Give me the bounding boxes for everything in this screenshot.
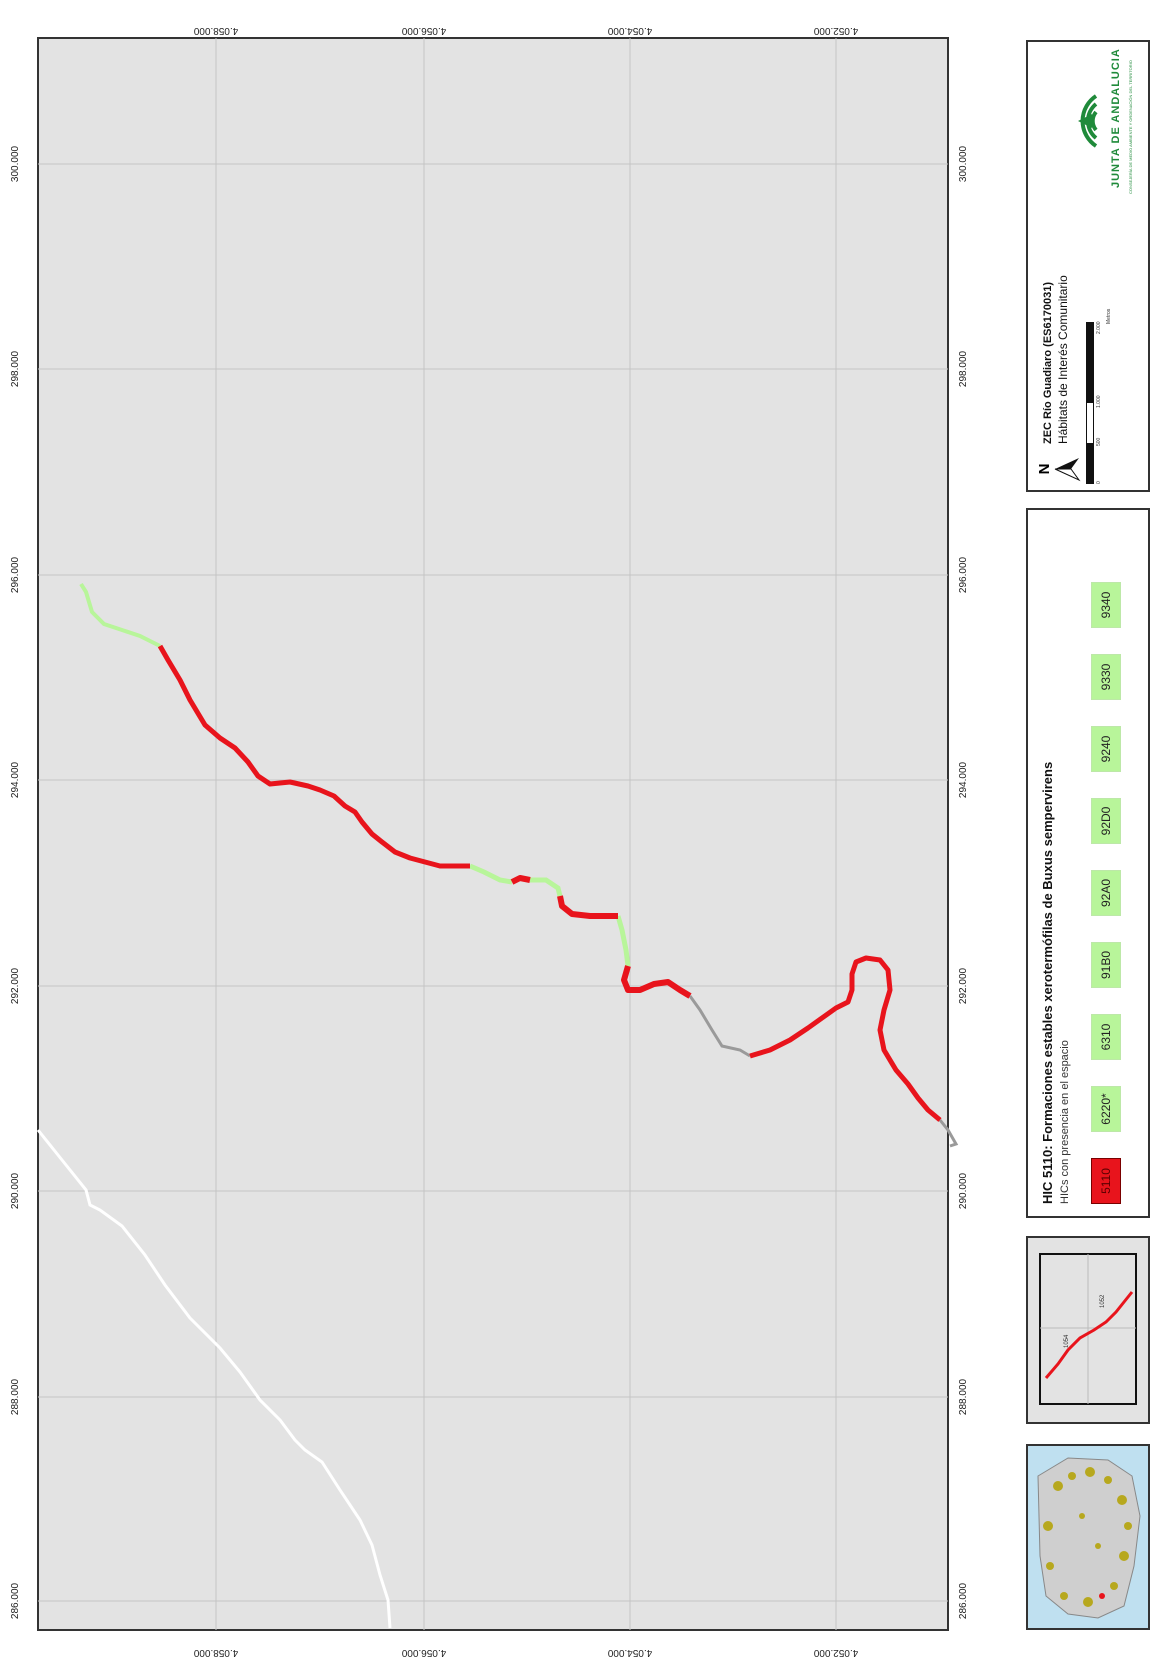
legend-swatch-9240: 9240 xyxy=(1091,726,1121,772)
legend-swatch-6220: 6220* xyxy=(1091,1086,1121,1132)
x-tick-label: 286.000 xyxy=(958,1582,969,1619)
x-tick-label: 300.000 xyxy=(10,145,21,182)
y-axis-labels-bottom: 4.058.000 4.056.000 4.054.000 4.052.000 xyxy=(193,1647,858,1658)
y-axis-labels-top: 4.058.000 4.056.000 4.054.000 4.052.000 xyxy=(193,25,858,36)
y-tick-label: 4.054.000 xyxy=(607,1647,652,1658)
scale-label: 0 xyxy=(1096,481,1102,484)
x-tick-label: 288.000 xyxy=(958,1378,969,1415)
x-tick-label: 292.000 xyxy=(958,967,969,1004)
legend-title: HIC 5110: Formaciones estables xerotermó… xyxy=(1040,761,1055,1204)
x-tick-label: 294.000 xyxy=(958,761,969,798)
overview-map-graphic xyxy=(1037,1457,1141,1619)
junta-logo: JUNTA DE ANDALUCIA CONSEJERÍA DE MEDIO A… xyxy=(1036,48,1144,194)
x-tick-label: 286.000 xyxy=(10,1582,21,1619)
x-axis-labels-left: 286.000 288.000 290.000 292.000 294.000 … xyxy=(10,145,21,1619)
scale-label: 1.000 xyxy=(1096,395,1102,408)
map-title-line2: Hábitats de Interés Comunitario xyxy=(1056,275,1070,444)
legend-swatch-5110: 5110 xyxy=(1091,1158,1121,1204)
y-tick-label: 4.058.000 xyxy=(193,25,238,36)
x-tick-label: 300.000 xyxy=(958,145,969,182)
legend-swatch-9330: 9330 xyxy=(1091,654,1121,700)
river-hic-5110 xyxy=(157,644,470,869)
river-hic-5110 xyxy=(621,965,692,999)
inset-sheet-label: 1054 xyxy=(1064,1334,1070,1348)
junta-logo-icon xyxy=(1078,94,1098,148)
map-title-line1: ZEC Río Guadiaro (ES6170031) xyxy=(1042,282,1054,444)
inset-locator-map: 1054 1052 xyxy=(1026,1236,1150,1424)
title-box: N ZEC Río Guadiaro (ES6170031) Hábitats … xyxy=(1026,40,1150,492)
x-tick-label: 296.000 xyxy=(10,556,21,593)
boundary-line xyxy=(36,1129,392,1629)
x-tick-label: 298.000 xyxy=(10,350,21,387)
x-tick-label: 296.000 xyxy=(958,556,969,593)
map-title: ZEC Río Guadiaro (ES6170031) Hábitats de… xyxy=(1042,275,1070,444)
inset-overview-map xyxy=(1026,1444,1150,1630)
inset-map-graphic: 1054 1052 xyxy=(1039,1253,1137,1405)
legend-swatch-91b0: 91B0 xyxy=(1091,942,1121,988)
river-other-hic xyxy=(615,915,631,967)
inset-sheet-label: 1052 xyxy=(1100,1294,1106,1308)
y-tick-label: 4.056.000 xyxy=(401,25,446,36)
y-tick-label: 4.058.000 xyxy=(193,1647,238,1658)
map-background xyxy=(37,37,949,1631)
river-other-hic xyxy=(469,863,513,885)
y-tick-label: 4.056.000 xyxy=(401,1647,446,1658)
river-hic-5110 xyxy=(557,895,618,919)
legend-swatch-92a0: 92A0 xyxy=(1091,870,1121,916)
scale-label: 2.000 xyxy=(1096,321,1102,334)
legend-swatch-9340: 9340 xyxy=(1091,582,1121,628)
legend-box: HIC 5110: Formaciones estables xerotermó… xyxy=(1026,508,1150,1218)
scale-unit: Metros xyxy=(1106,308,1112,324)
x-tick-label: 290.000 xyxy=(10,1172,21,1209)
river-other-hic xyxy=(530,877,563,897)
scale-bar: 0 500 1.000 2.000 Metros xyxy=(1086,304,1126,484)
river-outline-south xyxy=(938,1119,959,1148)
legend-swatch-6310: 6310 xyxy=(1091,1014,1121,1060)
north-arrow-icon xyxy=(1054,458,1081,482)
legend-subtitle: HICs con presencia en el espacio xyxy=(1059,1040,1071,1204)
y-tick-label: 4.052.000 xyxy=(813,25,858,36)
river-hic-5110 xyxy=(510,875,531,885)
river-other-hic xyxy=(79,582,161,648)
x-axis-labels-right: 286.000 288.000 290.000 292.000 294.000 … xyxy=(958,145,969,1619)
x-tick-label: 294.000 xyxy=(10,761,21,798)
legend-items: 5110 6220* 6310 91B0 92A0 92D0 9240 9330… xyxy=(1091,526,1121,1204)
scale-label: 500 xyxy=(1096,437,1102,446)
x-tick-label: 292.000 xyxy=(10,967,21,1004)
north-arrow: N xyxy=(1036,454,1082,484)
map-grid xyxy=(38,38,948,1630)
y-tick-label: 4.054.000 xyxy=(607,25,652,36)
river-outline xyxy=(688,995,751,1058)
x-tick-label: 298.000 xyxy=(958,350,969,387)
y-tick-label: 4.052.000 xyxy=(813,1647,858,1658)
x-tick-label: 290.000 xyxy=(958,1172,969,1209)
logo-text: JUNTA DE ANDALUCIA xyxy=(1110,48,1122,188)
river-hic-5110 xyxy=(749,955,942,1122)
logo-subtext: CONSEJERÍA DE MEDIO AMBIENTE Y ORDENACIÓ… xyxy=(1128,60,1133,194)
x-tick-label: 288.000 xyxy=(10,1378,21,1415)
legend-swatch-92d0: 92D0 xyxy=(1091,798,1121,844)
